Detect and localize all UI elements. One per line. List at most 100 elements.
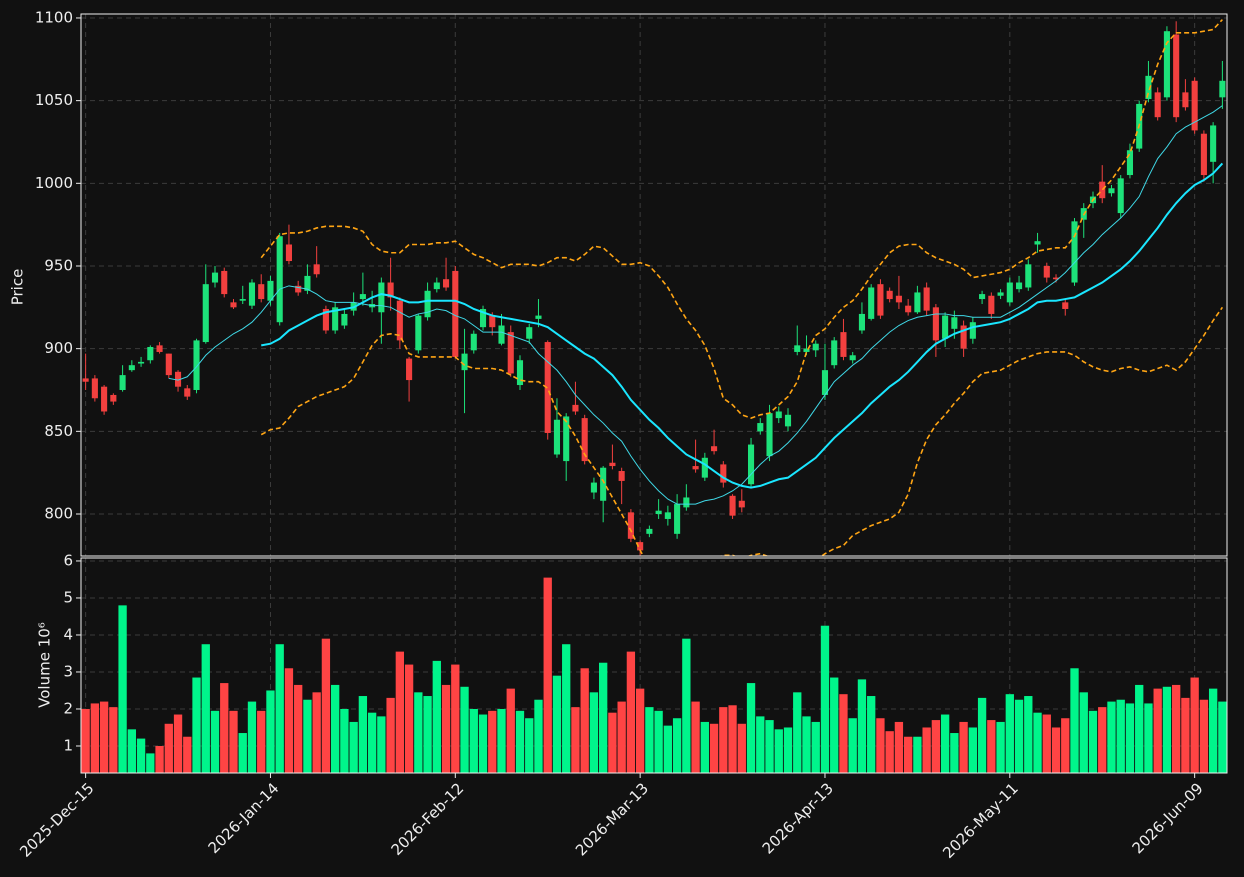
y-tick-label: 850 bbox=[44, 422, 73, 440]
volume-bar bbox=[506, 688, 515, 773]
volume-bar bbox=[90, 703, 100, 773]
volume-bar bbox=[691, 701, 700, 773]
candle-body bbox=[637, 542, 644, 551]
volume-bar bbox=[996, 721, 1005, 773]
candle-body bbox=[969, 322, 976, 339]
y-tick-label: 4 bbox=[63, 625, 73, 643]
volume-bar bbox=[571, 707, 580, 773]
volume-bar bbox=[312, 692, 321, 773]
candle-body bbox=[895, 295, 902, 303]
candle-body bbox=[831, 340, 838, 366]
volume-bar bbox=[155, 745, 164, 773]
candle-body bbox=[590, 482, 597, 493]
candle-body bbox=[923, 287, 930, 311]
volume-bar bbox=[543, 577, 552, 773]
candle-body bbox=[498, 325, 505, 344]
candle-body bbox=[359, 294, 366, 300]
candle-body bbox=[997, 292, 1004, 296]
volume-bar bbox=[977, 697, 987, 773]
volume-bar bbox=[469, 708, 478, 773]
volume-bar bbox=[700, 721, 709, 773]
volume-bar bbox=[885, 731, 894, 773]
candle-body bbox=[1219, 80, 1226, 98]
volume-bar bbox=[109, 707, 118, 773]
volume-bar bbox=[136, 738, 146, 773]
candle-body bbox=[138, 361, 145, 364]
volume-bar bbox=[1051, 727, 1061, 773]
candle-body bbox=[193, 340, 200, 390]
candle-body bbox=[1191, 80, 1198, 131]
volume-bar bbox=[1005, 694, 1014, 773]
candle-body bbox=[738, 500, 745, 508]
candle-body bbox=[91, 378, 98, 399]
volume-bar bbox=[968, 727, 978, 773]
indicator-line bbox=[260, 19, 1223, 419]
candle-body bbox=[285, 244, 292, 262]
candle-body bbox=[396, 300, 403, 341]
volume-bar bbox=[746, 683, 756, 773]
candle-body bbox=[452, 270, 459, 357]
candle-body bbox=[600, 467, 607, 501]
volume-bar bbox=[709, 723, 719, 773]
volume-bar bbox=[987, 720, 996, 773]
volume-bar bbox=[358, 696, 368, 773]
y-tick-label: 1000 bbox=[35, 174, 73, 192]
candle-body bbox=[646, 528, 653, 534]
volume-bar bbox=[349, 721, 358, 773]
volume-bar bbox=[1125, 703, 1135, 773]
volume-bar bbox=[940, 714, 950, 773]
candle-body bbox=[1210, 125, 1217, 162]
volume-bar bbox=[802, 716, 811, 773]
candle-body bbox=[110, 394, 117, 402]
volume-frame bbox=[80, 557, 1228, 774]
volume-bar bbox=[1135, 684, 1144, 773]
volume-bar bbox=[599, 662, 608, 773]
volume-bar bbox=[672, 718, 682, 773]
candle-body bbox=[165, 353, 172, 376]
volume-bar bbox=[737, 723, 746, 773]
y-tick-label: 2 bbox=[63, 699, 73, 717]
candle-body bbox=[1062, 302, 1069, 309]
volume-bar bbox=[210, 710, 220, 773]
volume-bar bbox=[1218, 701, 1227, 773]
indicator-line bbox=[261, 162, 1224, 489]
volume-bar bbox=[284, 668, 294, 773]
y-tick-label: 900 bbox=[44, 339, 73, 357]
candle-body bbox=[544, 342, 551, 433]
candle-body bbox=[230, 302, 237, 308]
volume-bar bbox=[922, 727, 931, 773]
volume-bar bbox=[488, 710, 497, 773]
volume-bar bbox=[257, 710, 266, 773]
candle-body bbox=[479, 308, 487, 328]
candle-body bbox=[960, 325, 967, 349]
candle-body bbox=[535, 315, 542, 319]
volume-bar bbox=[765, 720, 774, 773]
volume-bar bbox=[441, 684, 451, 773]
volume-bar bbox=[377, 716, 386, 773]
volume-bar bbox=[719, 707, 728, 773]
candle-body bbox=[868, 287, 875, 319]
candle-body bbox=[406, 358, 413, 381]
volume-bar bbox=[423, 696, 432, 773]
candle-body bbox=[553, 419, 561, 455]
candle-body bbox=[248, 282, 256, 306]
candle-body bbox=[82, 378, 89, 382]
candle-body bbox=[341, 313, 348, 326]
candle-body bbox=[489, 315, 496, 328]
volume-bar bbox=[728, 705, 737, 773]
candle-body bbox=[258, 284, 265, 300]
candle-body bbox=[766, 413, 773, 457]
volume-bar bbox=[1107, 701, 1116, 773]
volume-bar bbox=[146, 753, 155, 773]
volume-bar bbox=[894, 721, 904, 773]
candle-body bbox=[572, 404, 579, 412]
candle-body bbox=[516, 360, 524, 386]
y-tick-label: 950 bbox=[44, 256, 73, 274]
volume-bar bbox=[1116, 699, 1125, 773]
candle-body bbox=[674, 504, 681, 534]
volume-bar bbox=[1098, 707, 1107, 773]
y-tick-label: 3 bbox=[63, 662, 73, 680]
y-axis-label: Price bbox=[9, 269, 27, 306]
